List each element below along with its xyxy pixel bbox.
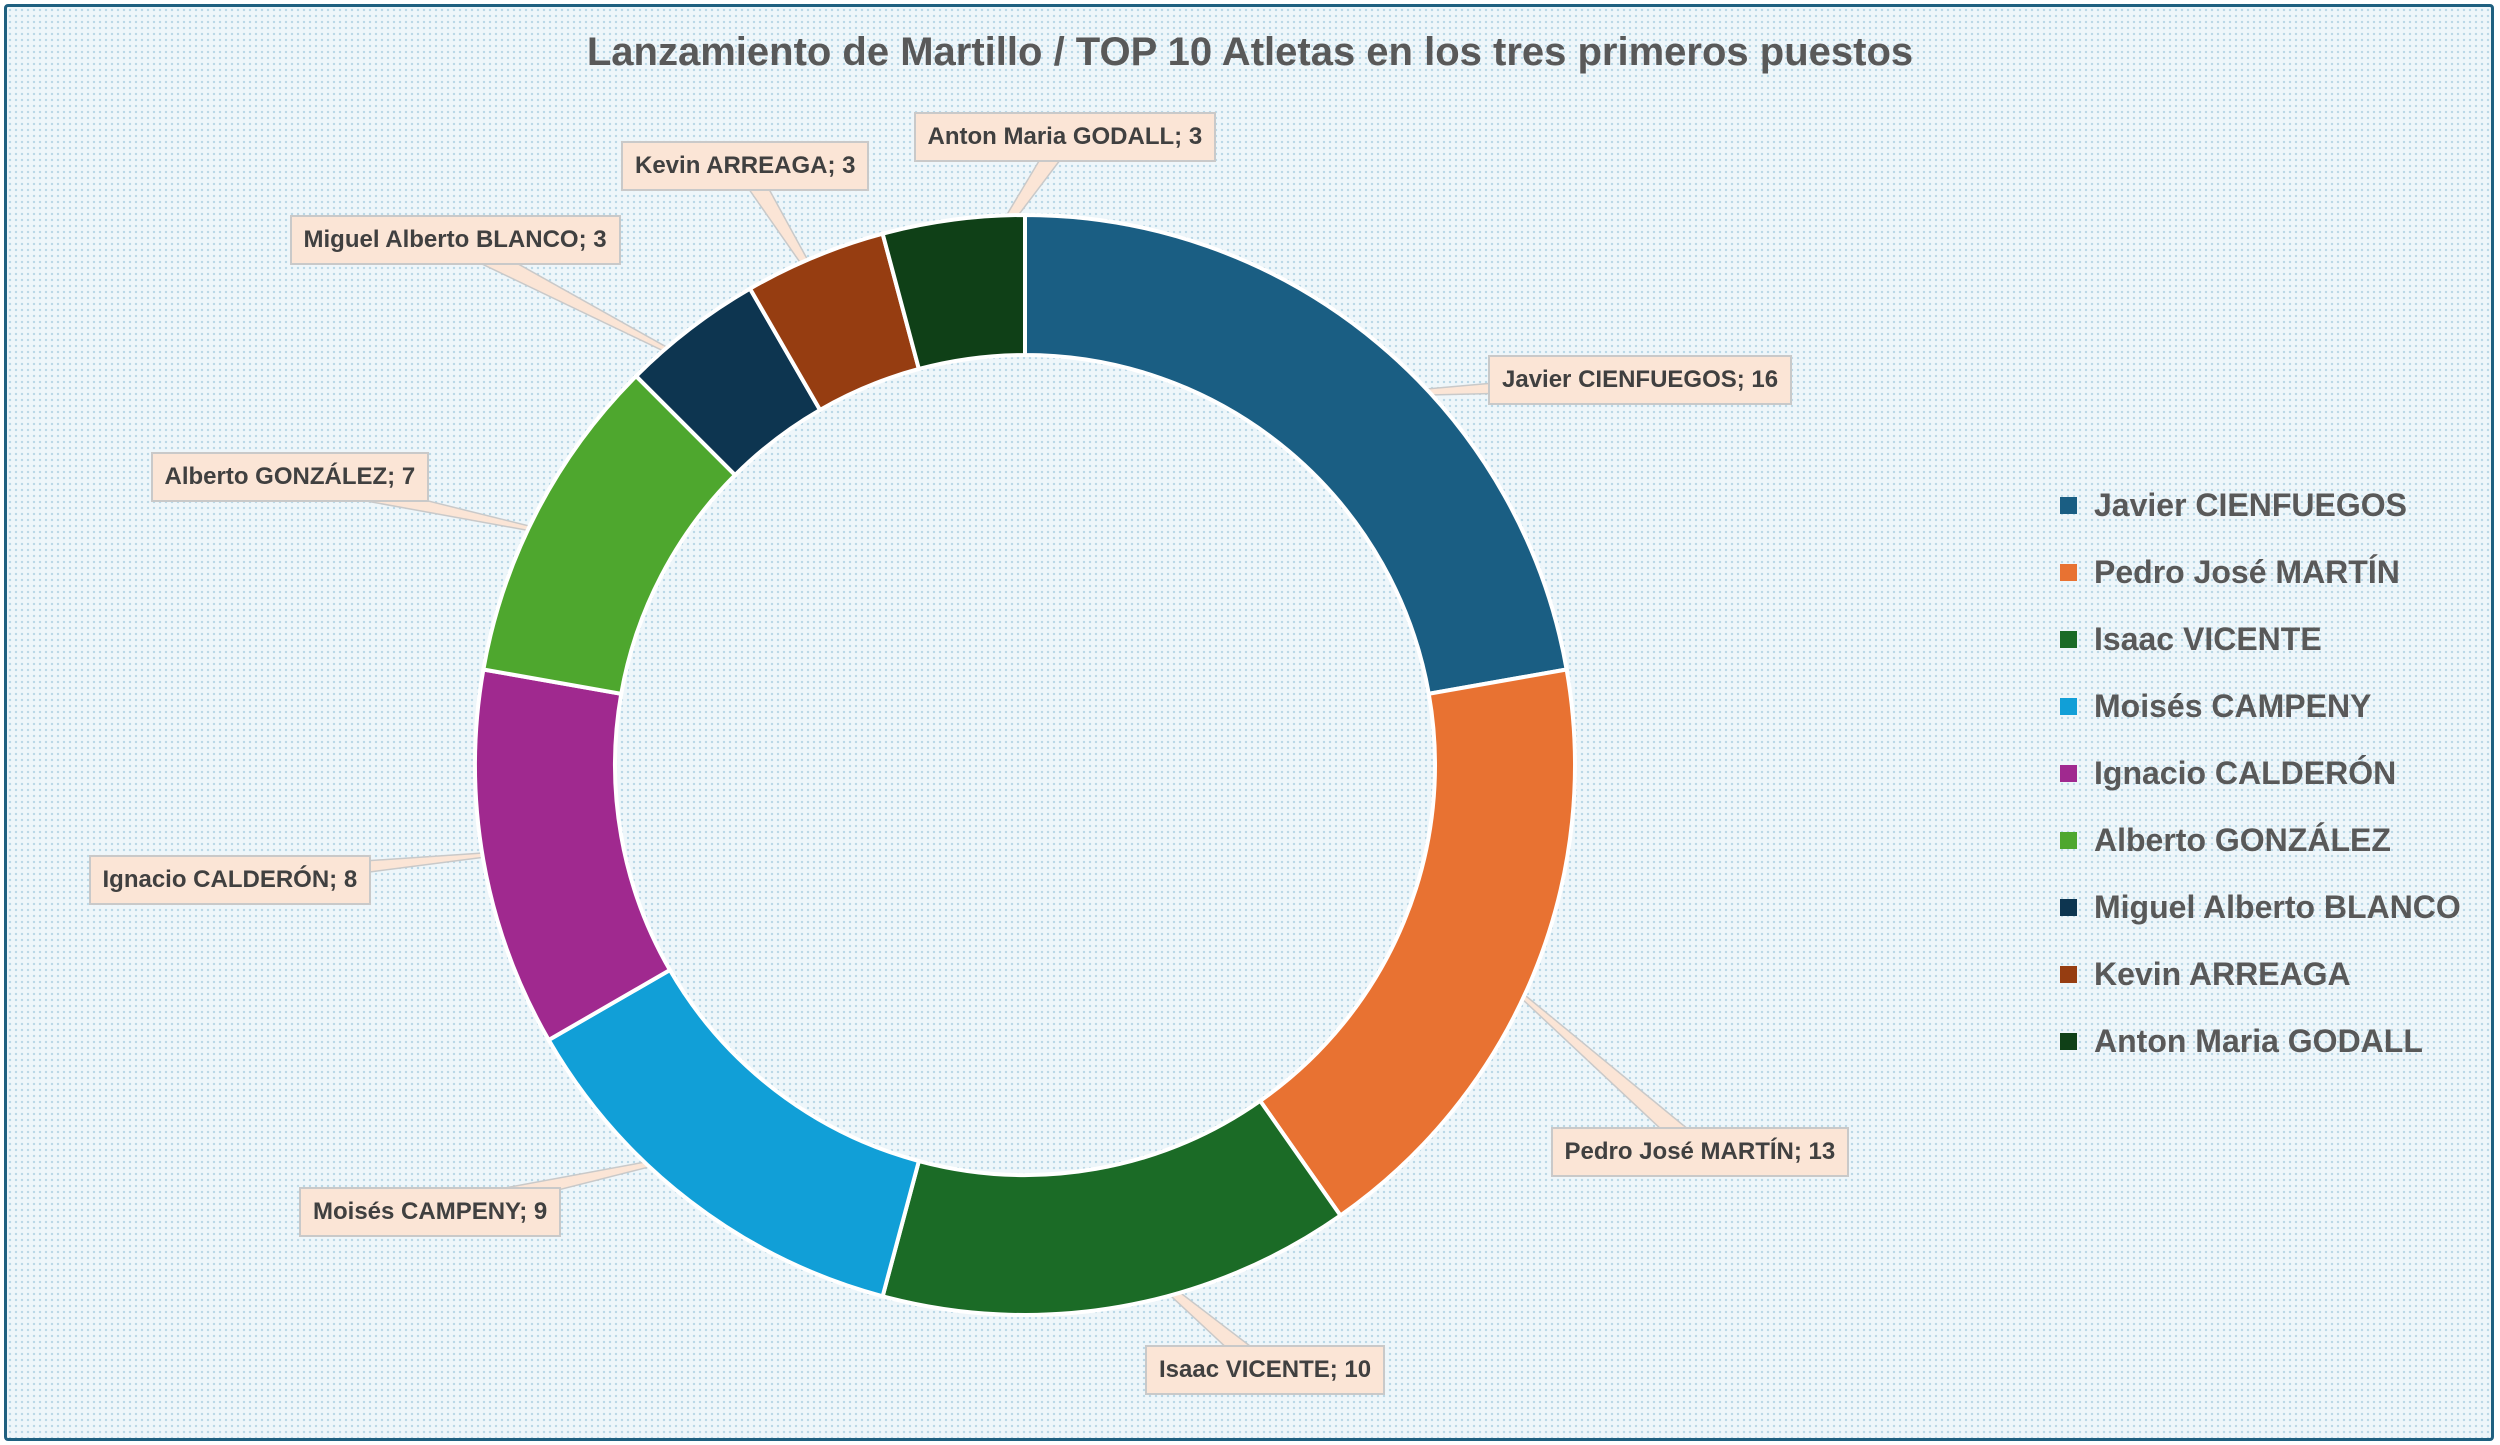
data-label: Anton Maria GODALL; 3 [913,112,1217,162]
data-label: Moisés CAMPENY; 9 [299,1187,562,1237]
legend-label: Alberto GONZÁLEZ [2094,822,2391,858]
legend-label: Miguel Alberto BLANCO [2094,889,2461,925]
data-label: Miguel Alberto BLANCO; 3 [289,215,621,265]
legend-label: Pedro José MARTÍN [2094,554,2400,590]
legend-item: Anton Maria GODALL [2060,1008,2461,1075]
slice-9 [880,212,1027,372]
legend-label: Isaac VICENTE [2094,621,2322,657]
legend-label: Ignacio CALDERÓN [2094,755,2397,791]
legend-item: Ignacio CALDERÓN [2060,740,2461,807]
legend-swatch [2060,497,2077,514]
data-label: Alberto GONZÁLEZ; 7 [150,452,430,502]
slice-2 [1257,667,1577,1219]
legend-swatch [2060,966,2077,983]
legend-label: Kevin ARREAGA [2094,956,2351,992]
data-label: Isaac VICENTE; 10 [1145,1345,1386,1395]
legend-swatch [2060,1033,2077,1050]
data-label: Javier CIENFUEGOS; 16 [1488,355,1793,405]
chart-title: Lanzamiento de Martillo / TOP 10 Atletas… [586,30,1914,74]
legend-swatch [2060,564,2077,581]
legend-label: Javier CIENFUEGOS [2094,487,2407,523]
slice-1 [1023,212,1569,697]
legend-swatch [2060,832,2077,849]
legend: Javier CIENFUEGOS Pedro José MARTÍN Isaac … [2060,472,2461,1075]
legend-label: Moisés CAMPENY [2094,688,2372,724]
data-label: Ignacio CALDERÓN; 8 [88,855,372,905]
data-label: Pedro José MARTÍN; 13 [1550,1127,1850,1177]
legend-swatch [2060,765,2077,782]
legend-swatch [2060,698,2077,715]
legend-item: Moisés CAMPENY [2060,673,2461,740]
legend-item: Pedro José MARTÍN [2060,539,2461,606]
legend-swatch [2060,631,2077,648]
legend-item: Miguel Alberto BLANCO [2060,874,2461,941]
data-label: Kevin ARREAGA; 3 [621,141,870,191]
legend-item: Kevin ARREAGA [2060,941,2461,1008]
legend-label: Anton Maria GODALL [2094,1023,2423,1059]
legend-item: Javier CIENFUEGOS [2060,472,2461,539]
legend-item: Isaac VICENTE [2060,606,2461,673]
slice-3 [880,1098,1344,1317]
slice-4 [545,967,922,1299]
legend-swatch [2060,899,2077,916]
legend-item: Alberto GONZÁLEZ [2060,807,2461,874]
slice-5 [473,667,673,1043]
